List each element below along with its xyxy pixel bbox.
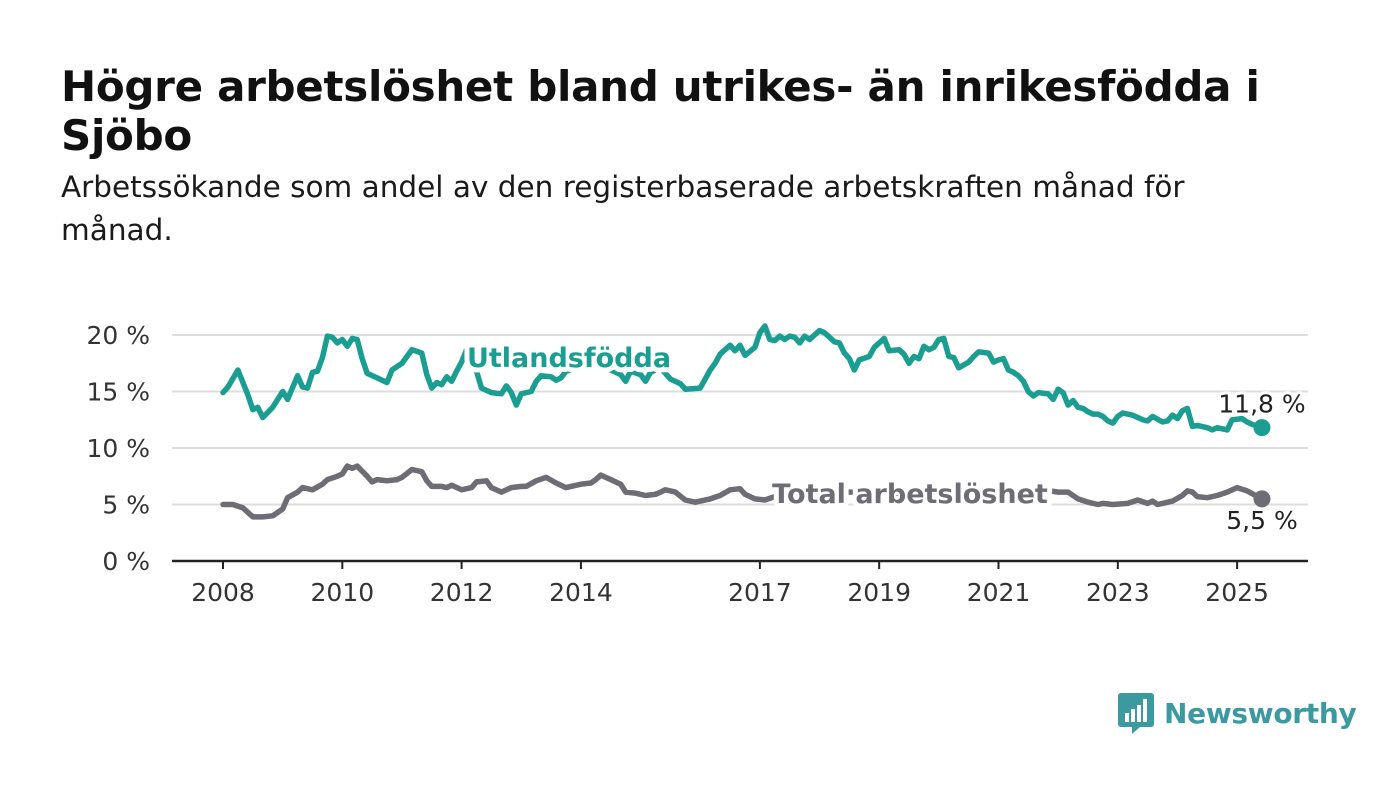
y-tick-label: 5 % xyxy=(102,491,150,520)
x-tick-label: 2023 xyxy=(1086,578,1150,607)
y-tick-label: 20 % xyxy=(86,321,150,350)
x-tick-label: 2017 xyxy=(728,578,792,607)
x-tick-label: 2021 xyxy=(967,578,1031,607)
x-tick-label: 2025 xyxy=(1205,578,1269,607)
series-label-utlandsfodda: Utlandsfödda xyxy=(467,343,671,374)
series-line-utlandsfodda xyxy=(220,323,1265,433)
y-tick-label: 0 % xyxy=(102,547,150,576)
x-tick-label: 2019 xyxy=(847,578,911,607)
x-tick-label: 2012 xyxy=(430,578,494,607)
chart-subtitle: Arbetssökande som andel av den registerb… xyxy=(61,170,1185,247)
series-label-total: Total arbetslöshet xyxy=(772,479,1048,510)
end-label-total: 5,5 % xyxy=(1226,506,1297,535)
y-tick-label: 10 % xyxy=(86,434,150,463)
series-line-total xyxy=(220,463,1265,520)
end-marker-utlandsfodda xyxy=(1253,419,1271,437)
x-tick-label: 2014 xyxy=(549,578,613,607)
x-tick-label: 2010 xyxy=(310,578,374,607)
end-marker-total xyxy=(1253,490,1271,508)
chart-title: Högre arbetslöshet bland utrikes- än inr… xyxy=(61,62,1260,160)
y-tick-label: 15 % xyxy=(86,378,150,407)
bar-chart-speech-bubble-icon xyxy=(1118,693,1154,734)
brand-name: Newsworthy xyxy=(1164,696,1357,730)
x-tick-label: 2008 xyxy=(191,578,255,607)
end-label-utlandsfodda: 11,8 % xyxy=(1218,390,1305,419)
newsworthy-logo: Newsworthy xyxy=(1118,690,1357,736)
